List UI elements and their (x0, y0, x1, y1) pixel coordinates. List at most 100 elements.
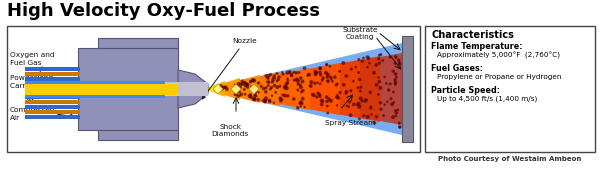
Circle shape (393, 102, 395, 103)
Circle shape (244, 81, 246, 83)
Circle shape (276, 80, 278, 82)
Circle shape (285, 83, 287, 85)
Circle shape (377, 94, 379, 95)
Circle shape (265, 91, 267, 93)
Text: Spray Stream: Spray Stream (325, 120, 376, 126)
Circle shape (251, 86, 253, 88)
Circle shape (314, 82, 316, 84)
Circle shape (240, 93, 242, 96)
Circle shape (326, 76, 328, 78)
Circle shape (237, 82, 240, 85)
Circle shape (238, 91, 241, 93)
Circle shape (262, 99, 265, 102)
Circle shape (252, 87, 254, 89)
Circle shape (299, 86, 302, 89)
Circle shape (310, 81, 313, 84)
Bar (25, 67, 80, 71)
Circle shape (310, 85, 312, 87)
Polygon shape (208, 86, 213, 92)
Circle shape (335, 84, 337, 86)
Circle shape (235, 85, 238, 87)
Text: Substrate
Coating: Substrate Coating (342, 27, 378, 40)
Text: Flame Temperature:: Flame Temperature: (431, 42, 523, 51)
Circle shape (221, 88, 223, 90)
Circle shape (330, 99, 332, 102)
Circle shape (254, 95, 256, 96)
Circle shape (326, 64, 327, 66)
Circle shape (358, 72, 359, 74)
Circle shape (275, 92, 277, 93)
Circle shape (379, 55, 380, 56)
Polygon shape (208, 56, 380, 122)
Circle shape (301, 91, 302, 93)
Circle shape (226, 88, 228, 90)
Circle shape (265, 101, 266, 103)
Circle shape (337, 97, 340, 99)
Circle shape (357, 102, 360, 105)
Circle shape (265, 97, 267, 100)
Circle shape (371, 114, 372, 115)
Circle shape (395, 110, 397, 111)
Circle shape (278, 79, 280, 80)
Circle shape (358, 59, 360, 61)
Text: Particle Speed:: Particle Speed: (431, 86, 500, 95)
Circle shape (222, 86, 224, 88)
Circle shape (301, 102, 303, 105)
Circle shape (239, 83, 242, 86)
Circle shape (281, 72, 283, 73)
Circle shape (257, 82, 260, 84)
Circle shape (320, 74, 322, 76)
Circle shape (317, 92, 319, 94)
Circle shape (391, 103, 394, 106)
Bar (25, 100, 80, 104)
Circle shape (359, 118, 360, 120)
Circle shape (293, 98, 295, 100)
Circle shape (326, 105, 328, 107)
Circle shape (242, 82, 244, 83)
Circle shape (248, 95, 251, 97)
Circle shape (220, 85, 223, 88)
Circle shape (327, 80, 329, 82)
Circle shape (359, 90, 361, 92)
Circle shape (311, 93, 314, 96)
Circle shape (367, 115, 369, 118)
Circle shape (241, 80, 243, 82)
Circle shape (272, 79, 274, 82)
Circle shape (300, 106, 301, 107)
Circle shape (359, 97, 362, 100)
Text: Approximately 5,000°F  (2,760°C): Approximately 5,000°F (2,760°C) (437, 52, 560, 59)
Circle shape (386, 83, 387, 84)
Circle shape (343, 83, 345, 86)
Circle shape (317, 82, 318, 83)
Circle shape (357, 87, 359, 89)
Text: Up to 4,500 ft/s (1,400 m/s): Up to 4,500 ft/s (1,400 m/s) (437, 96, 537, 103)
Circle shape (328, 98, 331, 100)
Circle shape (235, 84, 236, 85)
Circle shape (304, 67, 306, 70)
Bar (25, 95, 80, 99)
Circle shape (309, 85, 311, 87)
Circle shape (273, 102, 275, 103)
Circle shape (238, 95, 239, 97)
Circle shape (362, 57, 364, 59)
Circle shape (399, 126, 401, 128)
Circle shape (337, 94, 338, 96)
Circle shape (389, 56, 391, 58)
Circle shape (279, 97, 281, 99)
Bar (25, 81, 165, 84)
Circle shape (367, 67, 368, 68)
Circle shape (350, 68, 352, 70)
Circle shape (289, 71, 291, 72)
Circle shape (373, 71, 375, 74)
Circle shape (256, 90, 257, 92)
Circle shape (378, 80, 380, 83)
Circle shape (296, 78, 298, 80)
Text: Oxygen and
Fuel Gas: Oxygen and Fuel Gas (10, 52, 55, 66)
Circle shape (260, 85, 262, 87)
Circle shape (326, 73, 328, 74)
Circle shape (301, 97, 304, 100)
Circle shape (264, 100, 266, 103)
Circle shape (290, 74, 293, 77)
Circle shape (394, 83, 397, 85)
Circle shape (300, 101, 302, 103)
